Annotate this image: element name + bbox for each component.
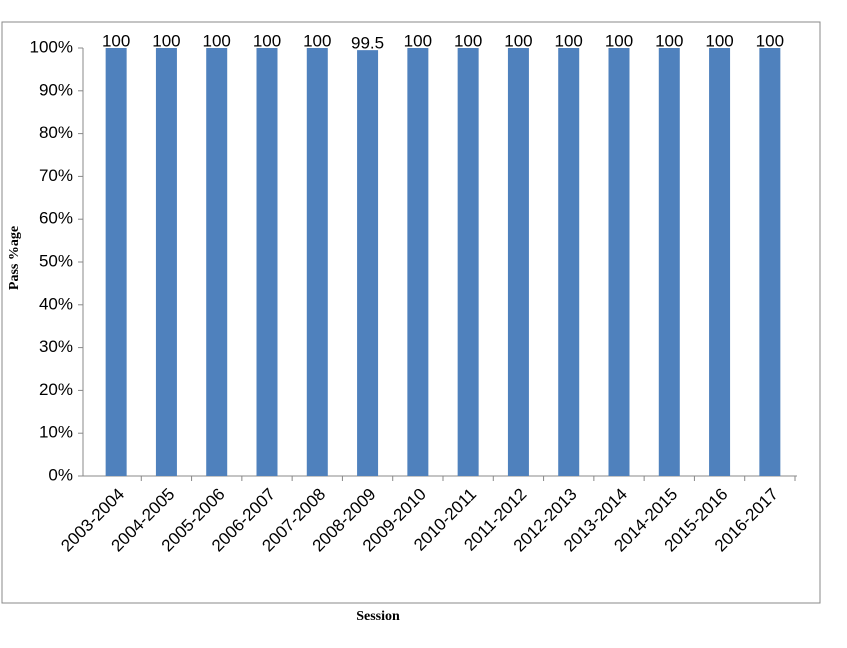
bar bbox=[407, 48, 429, 476]
bar bbox=[608, 48, 630, 476]
bar bbox=[357, 50, 379, 476]
y-tick-label: 50% bbox=[39, 251, 73, 270]
data-label: 100 bbox=[655, 31, 683, 50]
y-tick-label: 10% bbox=[39, 423, 73, 442]
y-tick-label: 100% bbox=[30, 37, 73, 56]
y-tick-label: 30% bbox=[39, 337, 73, 356]
data-label: 100 bbox=[605, 31, 633, 50]
data-label: 100 bbox=[102, 31, 130, 50]
data-label: 99.5 bbox=[351, 34, 384, 53]
bar bbox=[256, 48, 278, 476]
data-label: 100 bbox=[756, 31, 784, 50]
data-label: 100 bbox=[253, 31, 281, 50]
bar bbox=[206, 48, 228, 476]
data-label: 100 bbox=[203, 31, 231, 50]
bar bbox=[759, 48, 781, 476]
data-label: 100 bbox=[504, 31, 532, 50]
y-tick-label: 40% bbox=[39, 294, 73, 313]
data-label: 100 bbox=[555, 31, 583, 50]
y-axis-title: Pass %age bbox=[7, 226, 22, 290]
bar bbox=[105, 48, 127, 476]
y-tick-label: 0% bbox=[48, 465, 73, 484]
y-tick-label: 20% bbox=[39, 380, 73, 399]
data-label: 100 bbox=[454, 31, 482, 50]
bar bbox=[709, 48, 731, 476]
data-label: 100 bbox=[404, 31, 432, 50]
bar bbox=[558, 48, 580, 476]
bar bbox=[658, 48, 680, 476]
bar bbox=[155, 48, 177, 476]
bar bbox=[507, 48, 529, 476]
y-tick-label: 90% bbox=[39, 80, 73, 99]
data-label: 100 bbox=[705, 31, 733, 50]
y-tick-label: 80% bbox=[39, 123, 73, 142]
x-axis-title: Session bbox=[356, 609, 400, 624]
y-tick-label: 60% bbox=[39, 209, 73, 228]
data-label: 100 bbox=[303, 31, 331, 50]
y-tick-label: 70% bbox=[39, 166, 73, 185]
data-label: 100 bbox=[152, 31, 180, 50]
bar bbox=[457, 48, 479, 476]
bar bbox=[306, 48, 328, 476]
